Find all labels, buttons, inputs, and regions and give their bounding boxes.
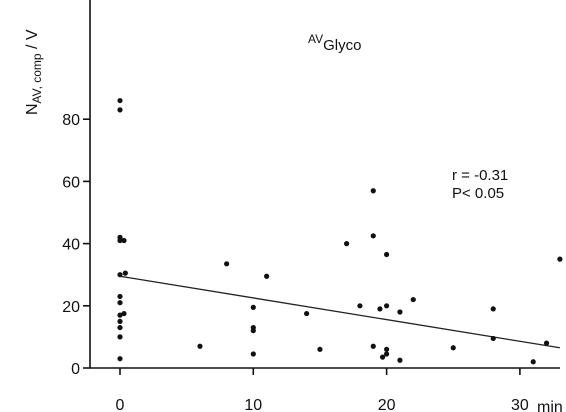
data-point [250, 328, 256, 334]
data-point [384, 351, 390, 357]
data-point [370, 188, 376, 194]
y-tick-label: 0 [71, 361, 80, 378]
data-point [122, 270, 128, 276]
x-tick-label: 10 [244, 397, 262, 412]
p-value-annotation: P< 0.05 [452, 185, 504, 202]
data-point [224, 261, 230, 267]
data-point [117, 334, 123, 340]
data-point [384, 251, 390, 258]
data-point [530, 359, 536, 365]
data-point [250, 304, 256, 310]
data-point [543, 340, 550, 346]
ticks [83, 118, 521, 375]
data-point [117, 324, 123, 331]
data-point [344, 241, 350, 247]
data-point [450, 345, 456, 351]
data-point [357, 303, 363, 309]
data-point [117, 356, 123, 362]
data-point [264, 273, 270, 279]
data-points [117, 97, 563, 365]
x-tick-label: 30 [511, 397, 529, 412]
data-point [250, 351, 256, 357]
data-point [317, 346, 323, 352]
x-unit-label: min [537, 399, 563, 412]
data-point [197, 343, 203, 349]
data-point [384, 303, 390, 309]
data-point [380, 354, 386, 360]
data-point [117, 97, 123, 104]
data-point [304, 310, 310, 317]
y-tick-label: 80 [62, 112, 80, 129]
data-point [117, 293, 123, 300]
data-point [397, 357, 403, 363]
data-point [490, 306, 496, 312]
y-tick-label: 20 [62, 299, 80, 316]
data-point [557, 256, 563, 262]
data-point [397, 309, 403, 315]
data-point [370, 233, 376, 239]
y-tick-label: 40 [62, 237, 80, 254]
data-point [121, 310, 127, 317]
data-point [117, 272, 123, 278]
x-tick-label: 20 [378, 397, 396, 412]
data-point [117, 318, 123, 324]
correlation-annotation: r = -0.31 [452, 167, 508, 184]
data-point [377, 306, 383, 312]
data-point [117, 312, 123, 318]
regression-line [119, 275, 560, 349]
data-point [490, 335, 496, 342]
x-tick-label: 0 [116, 397, 125, 412]
y-axis-label: NAV, comp / V [24, 29, 44, 115]
data-point [370, 343, 376, 349]
data-point [117, 107, 123, 113]
y-tick-label: 60 [62, 174, 80, 191]
data-point [121, 237, 127, 244]
axes [89, 0, 560, 369]
dataset-annotation: AVGlyco [308, 32, 361, 54]
data-point [410, 296, 416, 303]
data-point [117, 237, 123, 244]
data-point [384, 346, 390, 352]
data-point [117, 300, 123, 306]
tick-labels: 0 20 40 60 80 0 10 20 30 [62, 112, 529, 412]
